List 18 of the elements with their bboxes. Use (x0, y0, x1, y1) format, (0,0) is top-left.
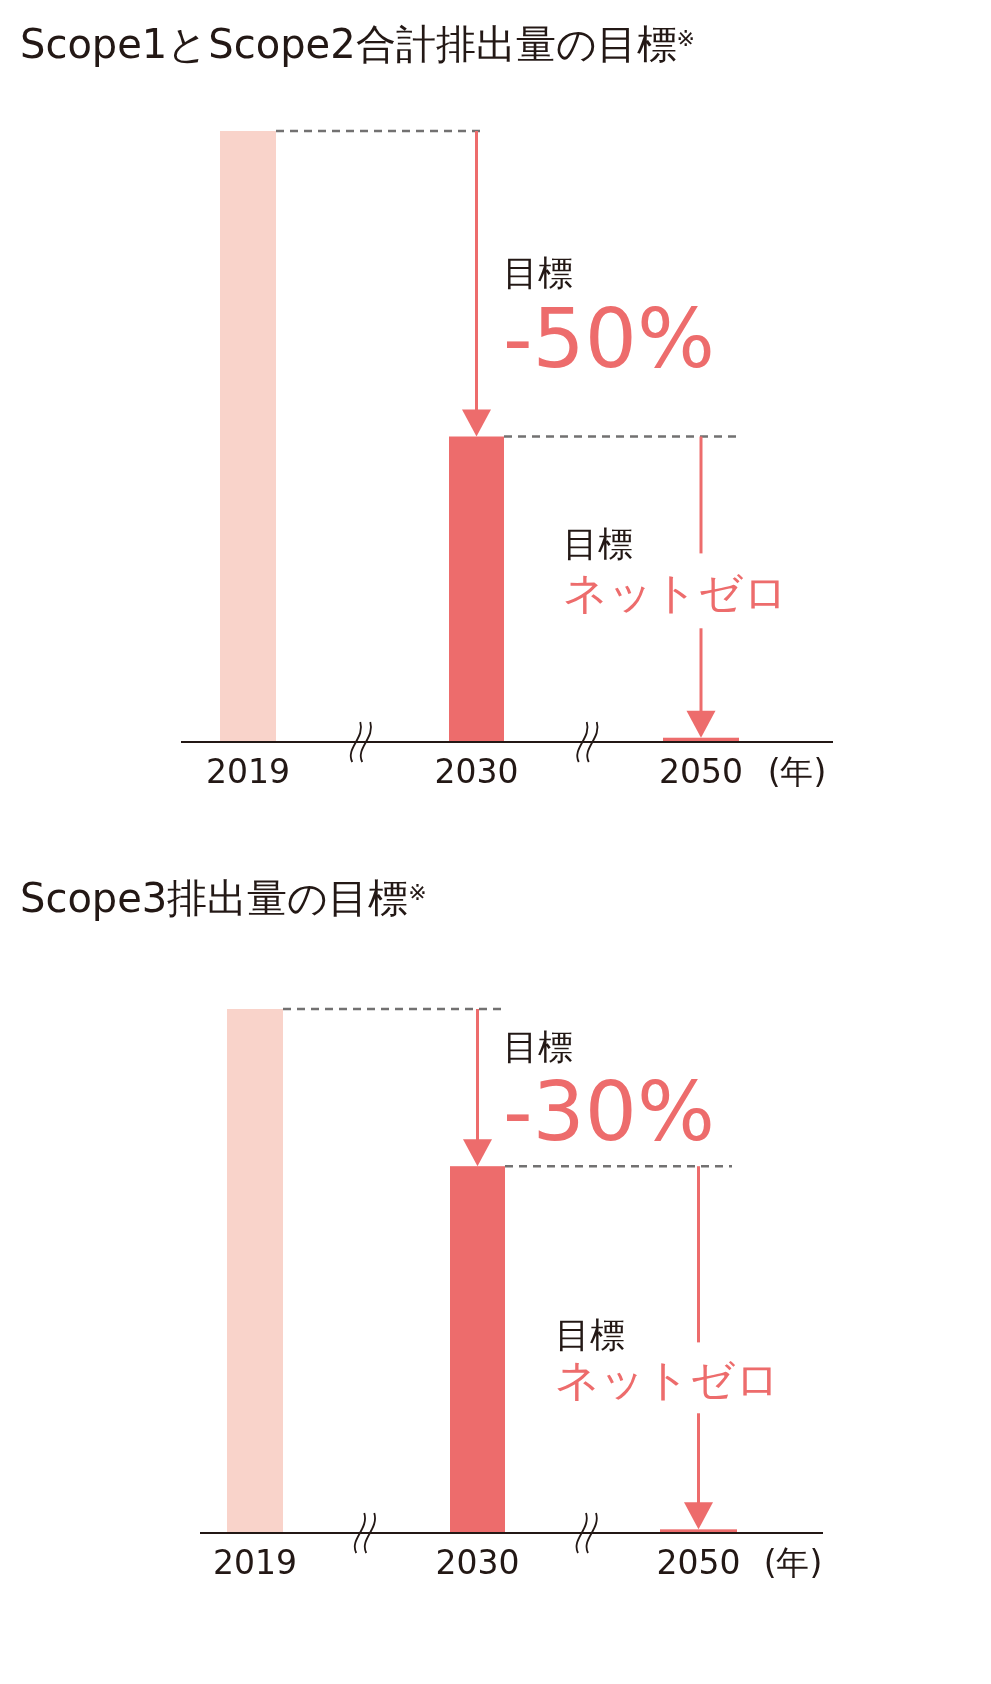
x-tick-label: 2019 (206, 752, 290, 791)
annotation: ネットゼロ (563, 567, 788, 618)
annotation: -50% (503, 291, 715, 386)
x-axis-title: (年) (767, 752, 827, 791)
title: Scope1とScope2合計排出量の目標$^{※}$ (20, 21, 696, 67)
x-tick-label: 2050 (659, 752, 743, 791)
annotation: 目標 (503, 253, 573, 293)
annotation: 目標 (555, 1315, 625, 1355)
x-tick-label: 2030 (434, 752, 519, 791)
title: Scope3排出量の目標$^{※}$ (20, 875, 427, 921)
x-axis-title: (年) (763, 1543, 823, 1582)
annotation: 目標 (563, 524, 633, 564)
x-tick-label: 2050 (656, 1543, 741, 1582)
annotation: -30% (503, 1064, 715, 1159)
annotation: ネットゼロ (555, 1354, 780, 1405)
x-tick-label: 2030 (435, 1543, 520, 1582)
annotation: 目標 (503, 1027, 573, 1067)
x-tick-label: 2019 (213, 1543, 297, 1582)
